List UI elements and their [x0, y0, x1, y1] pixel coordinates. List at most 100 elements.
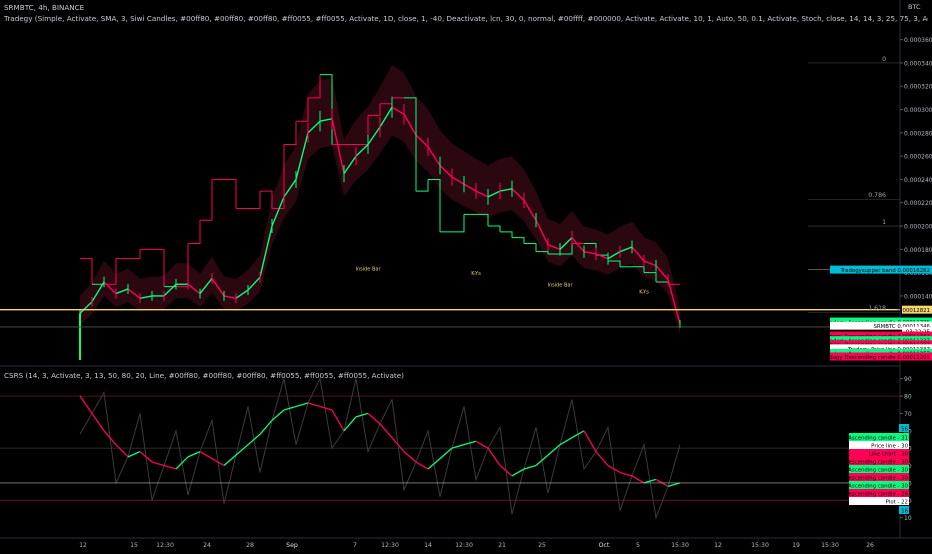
price-segment	[619, 246, 633, 253]
time-tick-label: 15	[130, 542, 138, 549]
time-tick-label: 25	[538, 542, 546, 549]
price-tick-label: 0.00024000	[904, 177, 932, 184]
osc-segment	[235, 444, 249, 456]
price-segment	[283, 179, 297, 198]
chart-annotation: K-Ys	[471, 271, 481, 277]
price-label-box	[830, 317, 932, 326]
fib-label: 0.786	[868, 192, 886, 199]
osc-segment	[199, 451, 213, 460]
osc-segment	[295, 402, 309, 408]
price-segment	[559, 237, 573, 250]
osc-label-box	[849, 489, 909, 497]
osc-segment	[499, 465, 513, 477]
osc-label: Plot - 22	[886, 499, 908, 505]
price-segment	[271, 196, 285, 227]
price-segment	[643, 260, 657, 267]
osc-segment	[379, 423, 393, 439]
osc-segment	[211, 458, 225, 467]
price-segment	[403, 113, 417, 136]
price-segment	[211, 278, 225, 297]
supertrend-segment	[200, 179, 213, 221]
supertrend-segment	[512, 237, 525, 244]
osc-segment	[307, 402, 321, 408]
osc-label: 16	[901, 508, 908, 514]
osc-segment	[223, 454, 237, 467]
osc-segment	[163, 464, 177, 470]
price-segment	[535, 219, 549, 245]
supertrend-segment	[524, 243, 537, 252]
price-segment	[499, 188, 513, 192]
price-segment	[259, 225, 273, 278]
price-tick-label: 0.00016000	[904, 270, 932, 277]
osc-segment	[667, 482, 681, 487]
price-segment	[655, 265, 669, 281]
price-segment	[247, 276, 261, 291]
time-tick-label: 21	[498, 542, 506, 549]
osc-segment	[187, 451, 201, 458]
osc-segment	[475, 440, 489, 449]
osc-segment	[271, 409, 285, 421]
symbol-title[interactable]: SRMBTC, 4h, BINANCE	[4, 3, 85, 12]
price-segment	[307, 120, 321, 134]
osc-segment	[535, 454, 549, 467]
price-segment	[295, 132, 309, 180]
supertrend-segment	[488, 225, 501, 232]
osc-segment	[103, 430, 117, 446]
price-segment	[427, 146, 441, 166]
supertrend-segment	[536, 251, 549, 254]
csrs-legend[interactable]: CSRS (14, 3, Activate, 3, 13, 50, 80, 20…	[4, 371, 404, 380]
indicator-legend[interactable]: Tradegy (Simple, Activate, SMA, 3, Siwi …	[4, 14, 928, 23]
osc-label: Ascending candle - 30	[848, 467, 908, 473]
price-label-box	[902, 326, 932, 335]
price-label-box	[902, 305, 932, 314]
price-segment	[631, 246, 645, 262]
price-segment	[595, 253, 609, 260]
osc-segment	[631, 475, 645, 484]
price-segment	[463, 183, 477, 192]
supertrend-segment	[260, 190, 273, 209]
time-tick-label: Sep	[286, 542, 298, 549]
osc-segment	[439, 447, 453, 460]
osc-tick-label: 10	[904, 515, 912, 522]
osc-segment	[607, 464, 621, 474]
supertrend-segment	[152, 248, 165, 287]
supertrend-segment	[416, 179, 429, 192]
osc-label-box	[849, 473, 909, 481]
time-tick-label: 12:30	[455, 542, 473, 549]
price-segment	[343, 155, 357, 175]
osc-segment	[595, 451, 609, 466]
osc-segment	[451, 444, 465, 449]
price-tick-label: 0.00020000	[904, 224, 932, 231]
chart-annotation: Inside Bar	[547, 283, 573, 289]
currency-unit: BTC	[908, 3, 921, 11]
price-tick-label: 0.00026000	[904, 154, 932, 161]
price-segment	[487, 190, 501, 198]
price-segment	[391, 106, 405, 115]
price-tick-label: 0.00034000	[904, 60, 932, 67]
time-tick-label: 14	[424, 542, 432, 549]
supertrend-segment	[428, 178, 441, 232]
price-segment	[223, 295, 237, 299]
price-segment	[523, 200, 537, 221]
fib-label: 1.618	[868, 305, 886, 312]
time-tick-label: 12	[79, 542, 87, 549]
osc-segment	[367, 412, 381, 425]
supertrend-segment	[296, 97, 309, 122]
osc-segment	[259, 419, 273, 435]
osc-segment	[175, 456, 189, 470]
price-tick-label: 0.00032000	[904, 84, 932, 91]
osc-segment	[343, 416, 357, 432]
osc-segment	[403, 451, 417, 463]
osc-segment	[511, 468, 525, 477]
price-segment	[319, 118, 333, 122]
price-segment	[139, 295, 153, 299]
price-segment	[367, 126, 381, 145]
price-segment	[379, 106, 393, 128]
chart-annotation: K-Ys	[639, 290, 649, 296]
price-segment	[475, 190, 489, 198]
osc-segment	[283, 405, 297, 411]
osc-segment	[571, 430, 585, 439]
supertrend-segment	[104, 258, 117, 285]
